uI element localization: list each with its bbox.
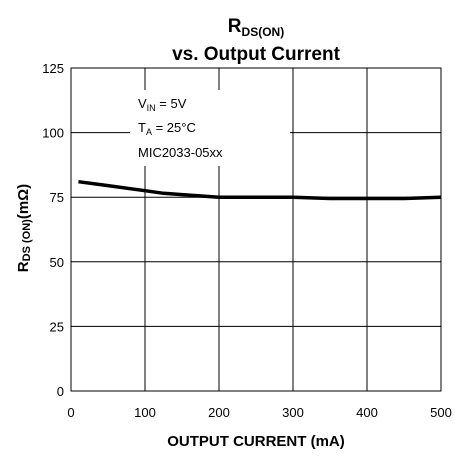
- annotation-box: VIN = 5V TA = 25°C MIC2033-05xx: [130, 90, 290, 166]
- chart-title-line2: vs. Output Current: [172, 44, 341, 65]
- annotation-line-ta: TA = 25°C: [138, 120, 196, 137]
- annotation-line-part: MIC2033-05xx: [138, 145, 223, 160]
- x-tick-label-500: 500: [430, 405, 452, 420]
- tick-labels: 0 100 200 300 400 500 0 25 50 75 100 125: [42, 61, 452, 420]
- x-tick-label-300: 300: [282, 405, 304, 420]
- chart-title-line1: RDS(ON): [228, 16, 284, 39]
- series-layer: [78, 179, 442, 201]
- x-tick-label-400: 400: [356, 405, 378, 420]
- y-tick-label-100: 100: [42, 126, 64, 141]
- annotation-background: [130, 90, 290, 166]
- y-tick-label-25: 25: [50, 319, 64, 334]
- y-tick-label-75: 75: [50, 190, 64, 205]
- series-line-0: [78, 179, 442, 201]
- x-tick-label-100: 100: [134, 405, 156, 420]
- annotation-line-vin: VIN = 5V: [138, 96, 187, 113]
- chart-title: RDS(ON) vs. Output Current: [172, 16, 341, 65]
- x-tick-label-0: 0: [67, 405, 74, 420]
- y-axis-label: RDS (ON)(mΩ): [15, 184, 33, 272]
- plot-border: [70, 67, 442, 392]
- y-tick-label-0: 0: [57, 384, 64, 399]
- y-tick-label-50: 50: [50, 255, 64, 270]
- x-tick-label-200: 200: [208, 405, 230, 420]
- y-tick-label-125: 125: [42, 61, 64, 76]
- x-axis-label: OUTPUT CURRENT (mA): [167, 433, 345, 450]
